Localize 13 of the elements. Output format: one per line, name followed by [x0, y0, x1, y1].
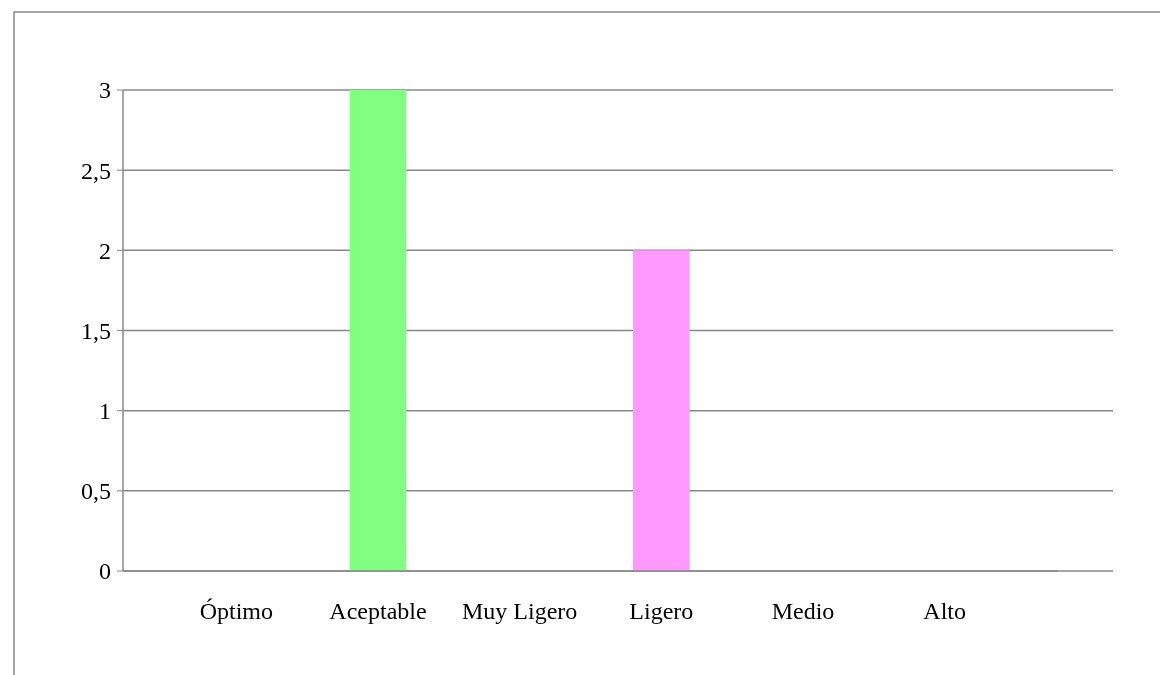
x-tick-label: Alto [923, 598, 966, 624]
y-tick-label: 0 [99, 558, 111, 585]
y-tick-label: 2,5 [81, 157, 111, 184]
x-tick-label: Aceptable [329, 598, 427, 624]
y-tick-label: 2 [99, 237, 111, 264]
x-tick-label: Muy Ligero [462, 598, 578, 624]
y-tick-label: 1 [99, 398, 111, 425]
y-tick-label: 1,5 [81, 317, 111, 344]
x-tick-label: Ligero [629, 598, 694, 624]
y-tick-label: 3 [99, 77, 111, 104]
x-tick-label: Óptimo [199, 598, 274, 624]
x-tick-label: Medio [771, 598, 835, 624]
y-tick-label: 0,5 [81, 478, 111, 505]
